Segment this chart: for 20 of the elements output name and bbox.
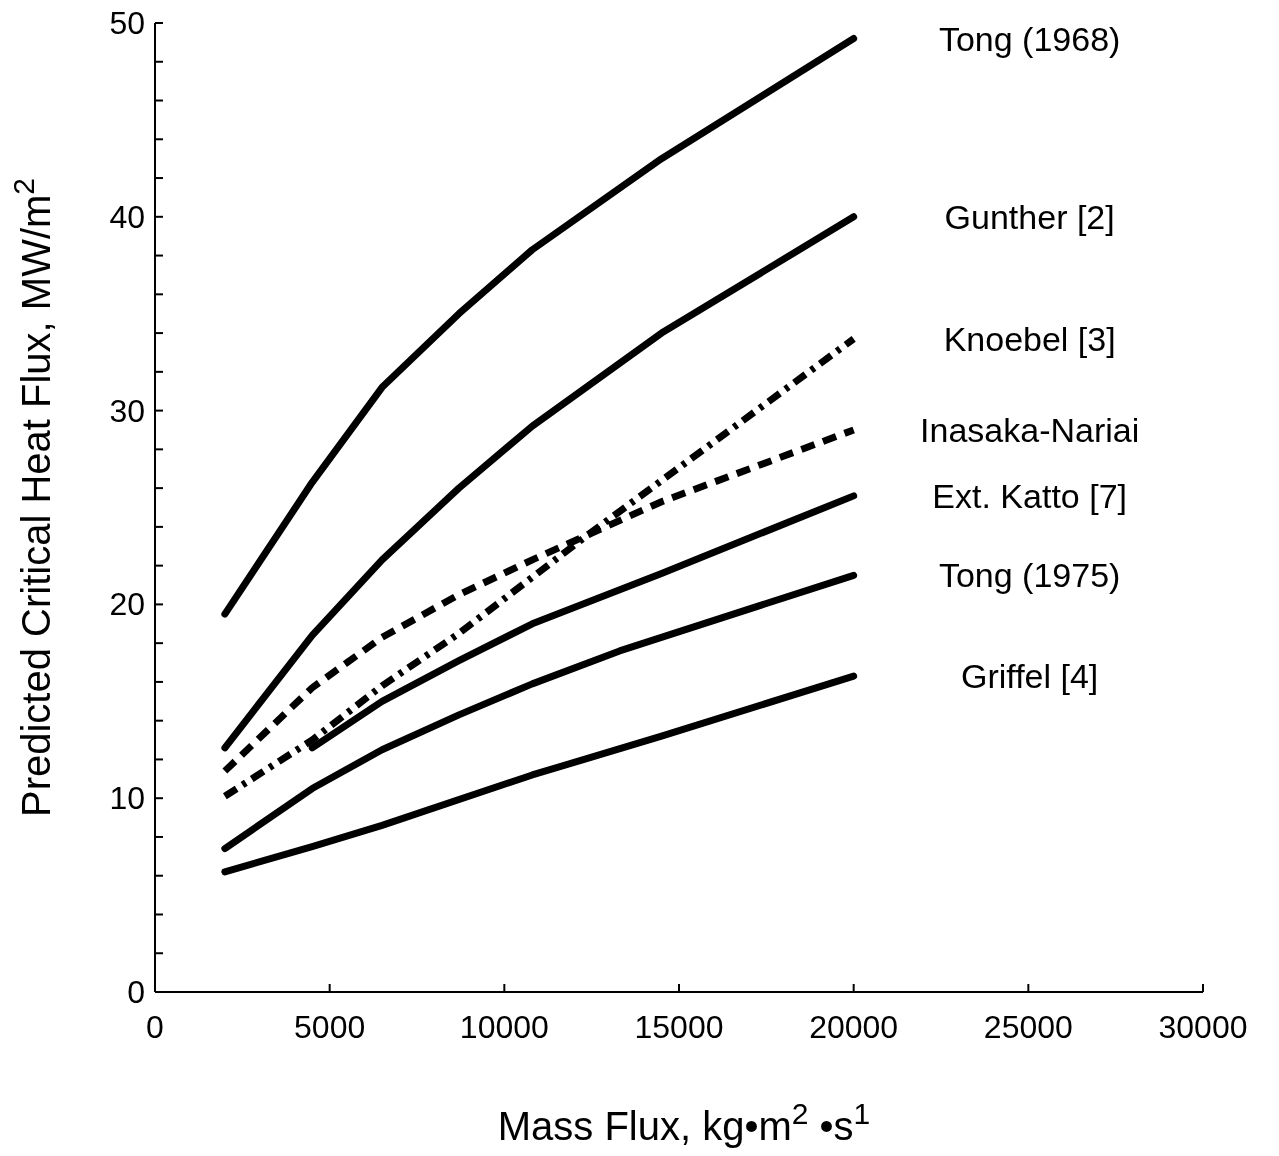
text: Knoebel [3]	[943, 319, 1116, 358]
x-tick-label: 20000	[809, 1009, 899, 1045]
y-tick-label: 20	[109, 586, 145, 623]
series-label: Inasaka-Nariai	[920, 410, 1140, 449]
x-tick-label: 10000	[459, 1009, 549, 1045]
x-tick-label: 30000	[1158, 1009, 1248, 1045]
x-tick-label: 5000	[294, 1009, 366, 1045]
y-tick-label: 50	[109, 5, 145, 41]
text: Ext. Katto [7]	[932, 476, 1127, 515]
text: Griffel [4]	[961, 657, 1099, 696]
y-tick-label: 30	[109, 392, 145, 429]
text: Tong (1975)	[938, 556, 1121, 595]
x-tick-label: 15000	[634, 1009, 724, 1045]
text: Gunther [2]	[944, 197, 1115, 236]
y-tick-label: 10	[109, 780, 145, 817]
y-tick-label: 0	[127, 974, 145, 1010]
text: Tong (1968)	[938, 19, 1121, 58]
y-tick-label: 40	[109, 198, 145, 235]
x-axis-title: Mass Flux, kg•m$^{2}$ •s$^{1}$	[497, 1096, 871, 1148]
x-tick-label: 25000	[983, 1009, 1073, 1045]
